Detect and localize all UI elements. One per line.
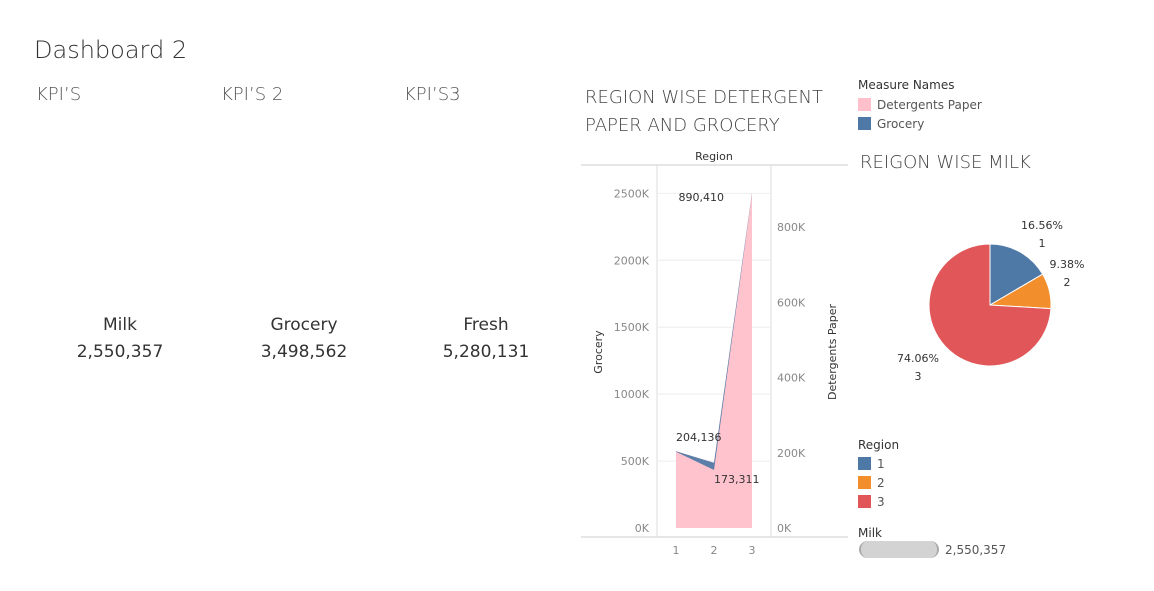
region-1-swatch	[858, 457, 871, 470]
kpi-header-1: KPI’S	[36, 84, 82, 105]
grocery-swatch	[858, 117, 871, 130]
data-label: 173,311	[714, 473, 760, 486]
pie-chart-title: REIGON WISE MILK	[860, 152, 1031, 173]
region-legend-item-3[interactable]: 3	[858, 492, 899, 511]
pie-slice-3[interactable]	[928, 243, 1052, 367]
gridlines	[657, 192, 771, 462]
region-3-swatch	[858, 495, 871, 508]
region-legend-item-1[interactable]: 1	[858, 454, 899, 473]
measure-legend-title: Measure Names	[858, 78, 955, 92]
y-tick-label: 2500K	[614, 187, 650, 200]
area-chart-title-line2: PAPER AND GROCERY	[585, 115, 780, 136]
dashboard-title: Dashboard 2	[34, 36, 188, 64]
x-tick-label: 3	[749, 544, 756, 557]
kpi-label-milk: Milk	[103, 315, 137, 335]
area-chart-title-line1: REGION WISE DETERGENT	[585, 87, 824, 108]
pie-slice-1[interactable]	[989, 243, 1044, 306]
milk-legend-value: 2,550,357	[945, 543, 1007, 557]
kpi-value-grocery: 3,498,562	[260, 342, 348, 362]
measure-legend-item-grocery[interactable]: Grocery	[858, 114, 982, 133]
area-chart[interactable]: Region 0K 500K 1000K 1500K 2000K 2500K 0K 200K…	[578, 140, 858, 565]
pie-percent-label: 16.56%	[1021, 219, 1063, 232]
y2-tick-label: 200K	[777, 447, 806, 460]
right-axis-ticks: 0K 200K 400K 600K 800K	[777, 221, 806, 535]
right-axis-title: Detergents Paper	[826, 303, 839, 400]
left-axis-title: Grocery	[592, 330, 605, 374]
region-legend-label: 1	[877, 456, 885, 471]
left-axis-ticks: 0K 500K 1000K 1500K 2000K 2500K	[614, 187, 650, 535]
y-tick-label: 0K	[635, 522, 650, 535]
y-tick-label: 500K	[621, 455, 650, 468]
y2-tick-label: 0K	[777, 522, 792, 535]
x-tick-label: 2	[711, 544, 718, 557]
data-label: 204,136	[676, 431, 722, 444]
pie-slices[interactable]	[928, 243, 1052, 367]
area-chart-title: REGION WISE DETERGENT PAPER AND GROCERY	[585, 84, 855, 140]
y2-tick-label: 800K	[777, 221, 806, 234]
pie-percent-label: 9.38%	[1050, 258, 1085, 271]
y-tick-label: 2000K	[614, 254, 650, 267]
region-legend-label: 3	[877, 494, 885, 509]
measure-names-legend[interactable]: Measure Names Detergents Paper Grocery	[858, 78, 982, 133]
kpi-label-grocery: Grocery	[270, 315, 338, 335]
detergents-swatch	[858, 98, 871, 111]
milk-size-bar	[859, 541, 939, 558]
pie-percent-label: 74.06%	[897, 352, 939, 365]
region-2-swatch	[858, 476, 871, 489]
x-axis-title: Region	[695, 150, 733, 163]
region-legend-item-2[interactable]: 2	[858, 473, 899, 492]
measure-legend-label: Detergents Paper	[877, 97, 982, 112]
kpi-header-2: KPI’S 2	[221, 84, 284, 105]
detergents-paper-area[interactable]	[676, 193, 752, 529]
milk-legend-title: Milk	[858, 526, 882, 540]
measure-legend-label: Grocery	[877, 116, 925, 131]
measure-legend-item-detergents[interactable]: Detergents Paper	[858, 95, 982, 114]
y2-tick-label: 600K	[777, 296, 806, 309]
data-label: 890,410	[679, 191, 725, 204]
pie-region-label: 2	[1064, 276, 1071, 289]
data-labels: 204,136 173,311 890,410	[676, 191, 760, 486]
x-axis-ticks: 1 2 3	[673, 544, 756, 557]
x-tick-label: 1	[673, 544, 680, 557]
y-tick-label: 1500K	[614, 321, 650, 334]
pie-chart[interactable]: 16.56% 1 9.38% 2 74.06% 3	[880, 205, 1110, 395]
pie-region-label: 3	[915, 370, 922, 383]
region-legend-title: Region	[858, 438, 900, 452]
region-legend-label: 2	[877, 475, 885, 490]
kpi-label-fresh: Fresh	[463, 315, 509, 335]
kpi-value-milk: 2,550,357	[76, 342, 164, 362]
region-legend[interactable]: Region 1 2 3	[858, 438, 899, 511]
y2-tick-label: 400K	[777, 372, 806, 385]
kpi-value-fresh: 5,280,131	[442, 342, 530, 362]
pie-region-label: 1	[1039, 237, 1046, 250]
kpi-header-3: KPI’S3	[404, 84, 461, 105]
pie-labels: 16.56% 1 9.38% 2 74.06% 3	[897, 219, 1084, 383]
y-tick-label: 1000K	[614, 388, 650, 401]
